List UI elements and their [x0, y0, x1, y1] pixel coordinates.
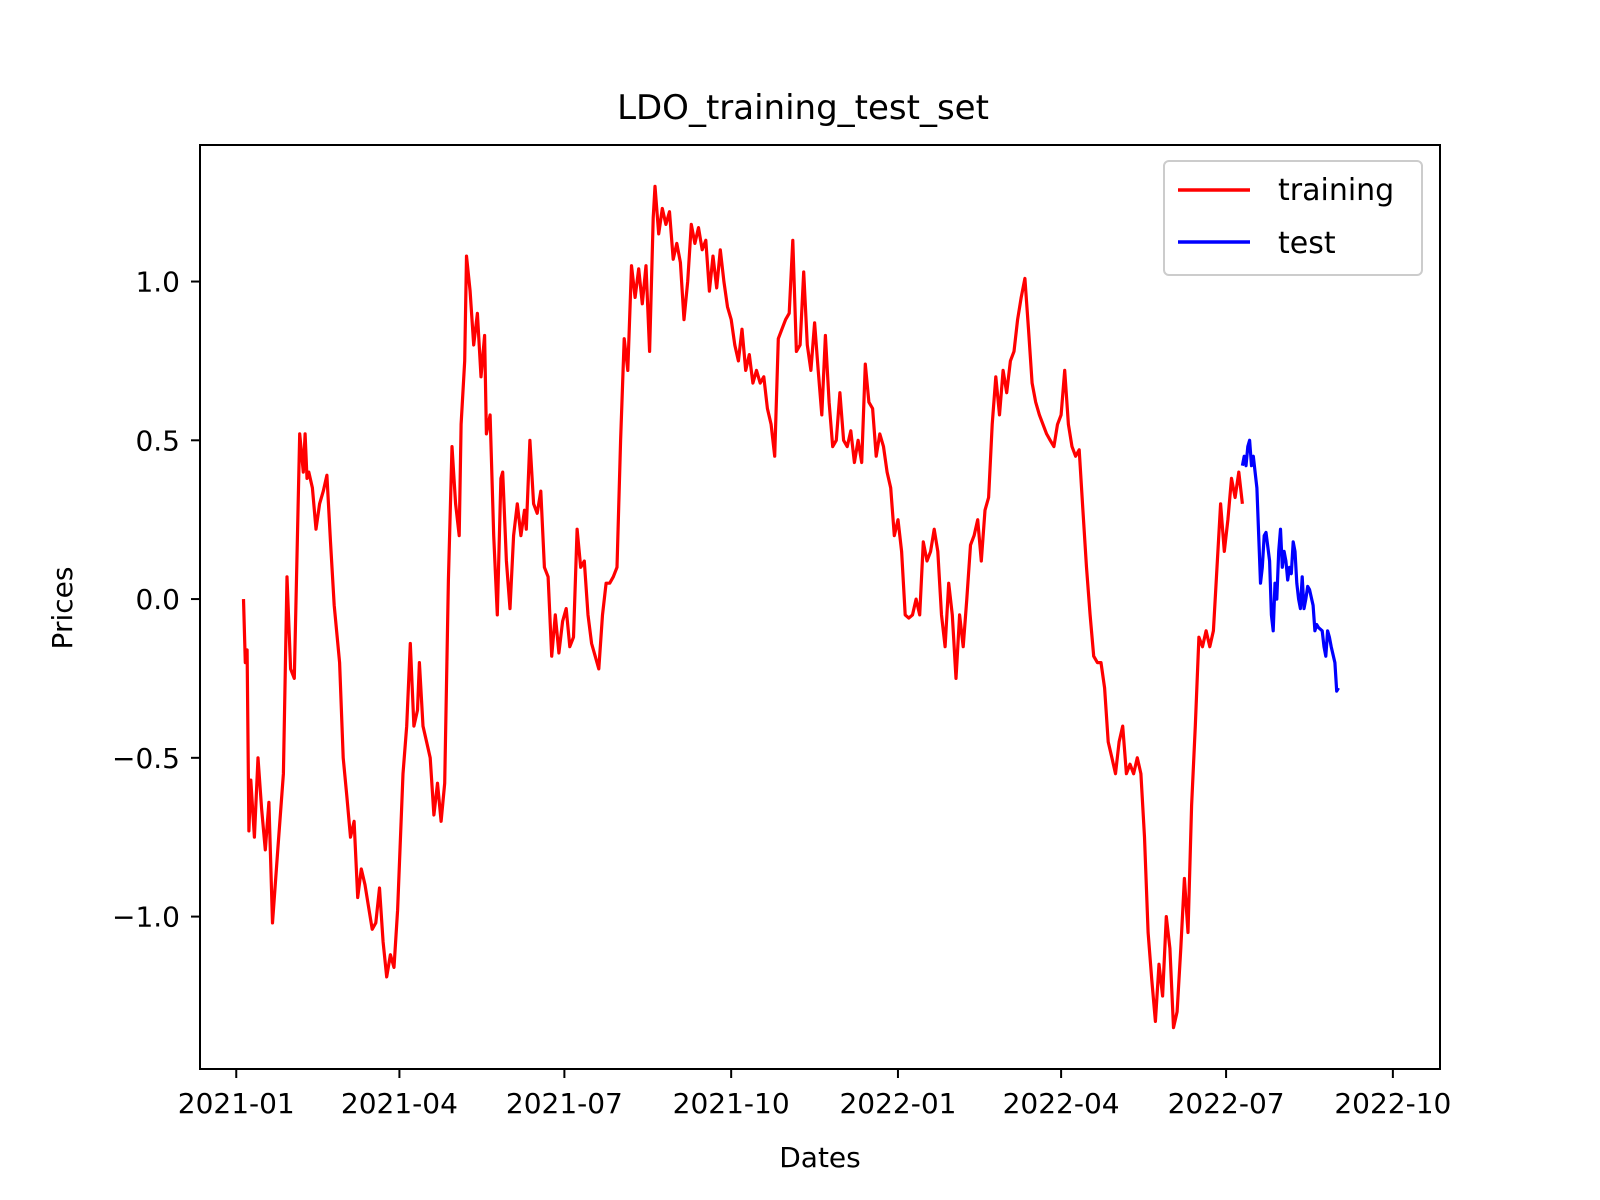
y-tick-label: 0.5 [135, 424, 180, 457]
plot-frame [199, 144, 1441, 1070]
x-tick-label: 2022-01 [839, 1087, 956, 1120]
legend-label-training: training [1278, 173, 1394, 208]
y-axis-label: Prices [46, 567, 79, 650]
y-axis: −1.0 −0.5 0.0 0.5 1.0 [112, 266, 200, 934]
chart-title: LDO_training_test_set [617, 88, 989, 128]
x-axis-label: Dates [779, 1141, 861, 1174]
series-line-training [241, 184, 1244, 1030]
x-tick-label: 2021-01 [178, 1087, 295, 1120]
x-tick-label: 2022-04 [1003, 1087, 1120, 1120]
x-tick-label: 2021-04 [341, 1087, 458, 1120]
y-tick-label: 0.0 [135, 583, 180, 616]
series-layer [241, 184, 1340, 1030]
y-tick-label: 1.0 [135, 266, 180, 299]
x-tick-label: 2022-10 [1334, 1087, 1451, 1120]
y-tick-label: −0.5 [112, 742, 180, 775]
x-tick-label: 2021-10 [673, 1087, 790, 1120]
x-axis: 2021-01 2021-04 2021-07 2021-10 2022-01 2022-… [178, 1069, 1451, 1120]
series-line-test [1240, 438, 1340, 693]
legend-label-test: test [1278, 226, 1336, 261]
legend: training test [1163, 160, 1423, 276]
x-tick-label: 2022-07 [1168, 1087, 1285, 1120]
y-tick-label: −1.0 [112, 901, 180, 934]
x-tick-label: 2021-07 [506, 1087, 623, 1120]
